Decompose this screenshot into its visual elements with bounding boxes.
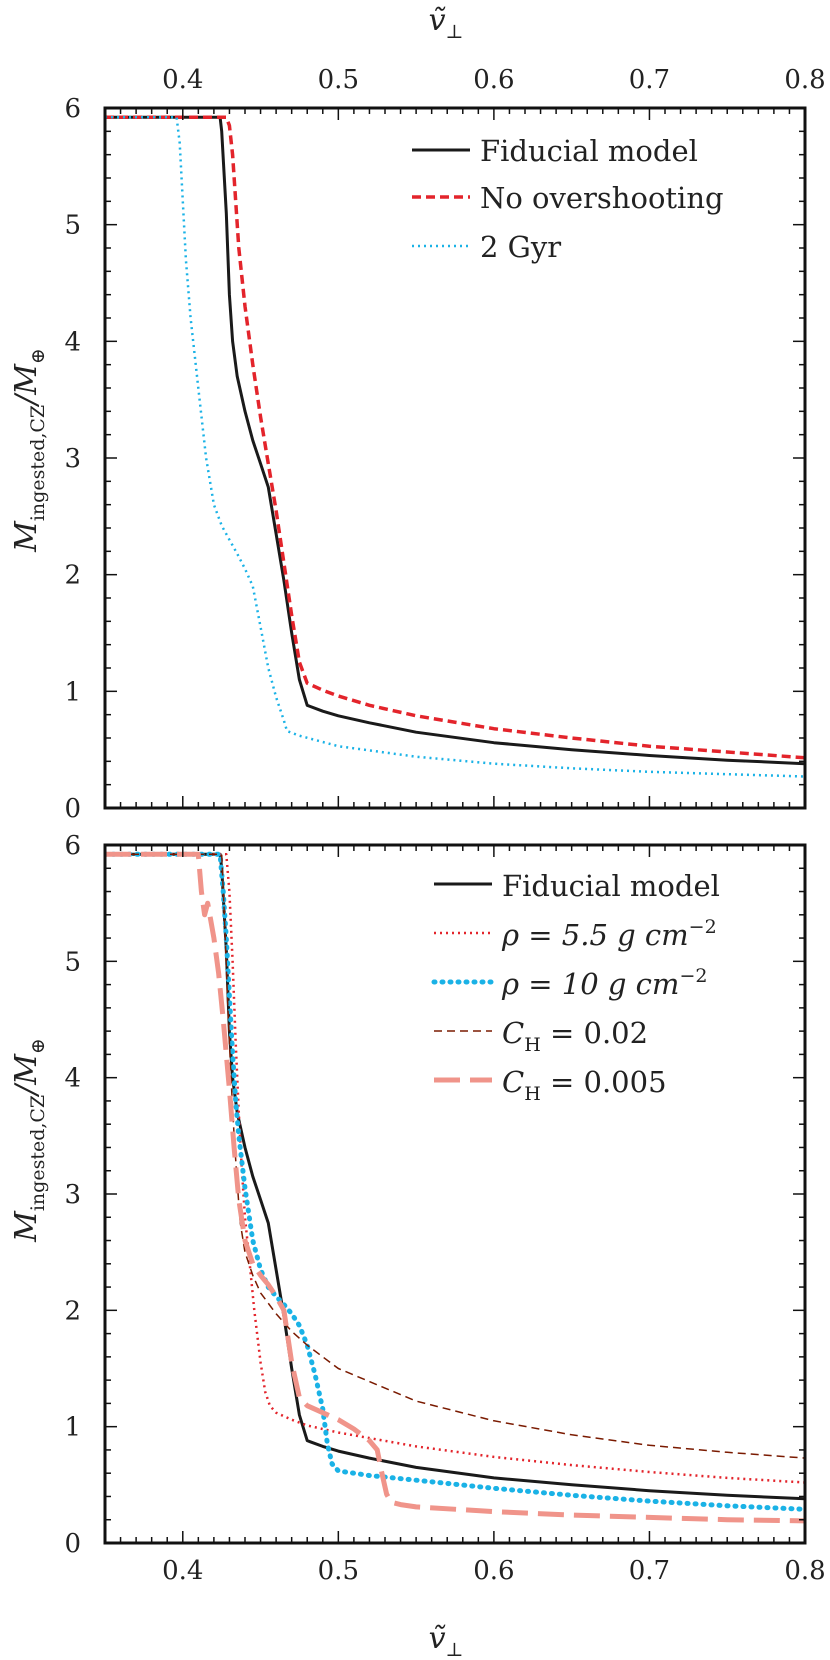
series-line [105, 115, 805, 766]
legend-bottom: Fiducial model ρ = 5.5 g cm−2 ρ = 10 g c… [501, 869, 720, 1105]
y-axis-label-top: Mingested,CZ/M⊕ [9, 348, 49, 553]
legend-label: No overshooting [480, 181, 724, 215]
y-tick-label: 4 [64, 1064, 81, 1094]
y-tick-label: 1 [64, 677, 81, 707]
y-tick-label: 3 [64, 1180, 81, 1210]
y-tick-label: 1 [64, 1413, 81, 1443]
y-tick-label: 0 [64, 1529, 81, 1559]
legend-label: 2 Gyr [480, 230, 561, 264]
series-line [105, 115, 805, 760]
y-tick-label: 2 [64, 561, 81, 591]
x-axis-label-top: ṽ⊥ [429, 3, 464, 43]
x-tick-label: 0.6 [473, 65, 514, 95]
y-tick-label: 6 [64, 831, 81, 861]
y-tick-label: 3 [64, 444, 81, 474]
x-tick-label: 0.4 [162, 1556, 203, 1586]
x-tick-label: 0.7 [629, 65, 670, 95]
plot-frame [103, 843, 807, 1545]
legend-label: ρ = 10 g cm−2 [501, 965, 707, 1001]
y-tick-label: 0 [64, 794, 81, 824]
x-tick-label: 0.5 [318, 1556, 359, 1586]
series-line [105, 116, 805, 778]
series-line [105, 851, 805, 1512]
x-tick-label: 0.7 [629, 1556, 670, 1586]
y-tick-label: 2 [64, 1296, 81, 1326]
legend-label: CH = 0.005 [502, 1065, 667, 1105]
series-line [105, 852, 805, 1501]
x-tick-label: 0.6 [473, 1556, 514, 1586]
y-tick-label: 6 [64, 94, 81, 124]
y-tick-label: 5 [64, 211, 81, 241]
series-line [105, 851, 805, 1524]
plot-panel-bottom: 0.4 0.5 0.6 0.7 0.8 0 1 2 3 4 5 6 [64, 831, 825, 1586]
legend-label: Fiducial model [480, 134, 698, 168]
series-line [105, 853, 805, 1484]
legend-label: Fiducial model [502, 869, 720, 903]
x-tick-label: 0.5 [318, 65, 359, 95]
series-group [105, 851, 805, 1524]
x-axis-label-bottom: ṽ⊥ [429, 1621, 464, 1660]
series-group [105, 115, 805, 778]
legend-label: CH = 0.02 [502, 1016, 648, 1056]
legend-top: Fiducial model No overshooting 2 Gyr [480, 134, 724, 264]
series-line [105, 853, 805, 1459]
plot-panel-top: 0.4 0.5 0.6 0.7 0.8 0 1 2 3 4 5 6 [64, 65, 825, 824]
y-axis-label-bottom: Mingested,CZ/M⊕ [9, 1038, 49, 1243]
x-tick-label: 0.8 [784, 65, 825, 95]
x-tick-label: 0.8 [784, 1556, 825, 1586]
y-tick-label: 4 [64, 327, 81, 357]
legend-label: ρ = 5.5 g cm−2 [501, 916, 717, 952]
y-tick-label: 5 [64, 947, 81, 977]
x-tick-label: 0.4 [162, 65, 203, 95]
